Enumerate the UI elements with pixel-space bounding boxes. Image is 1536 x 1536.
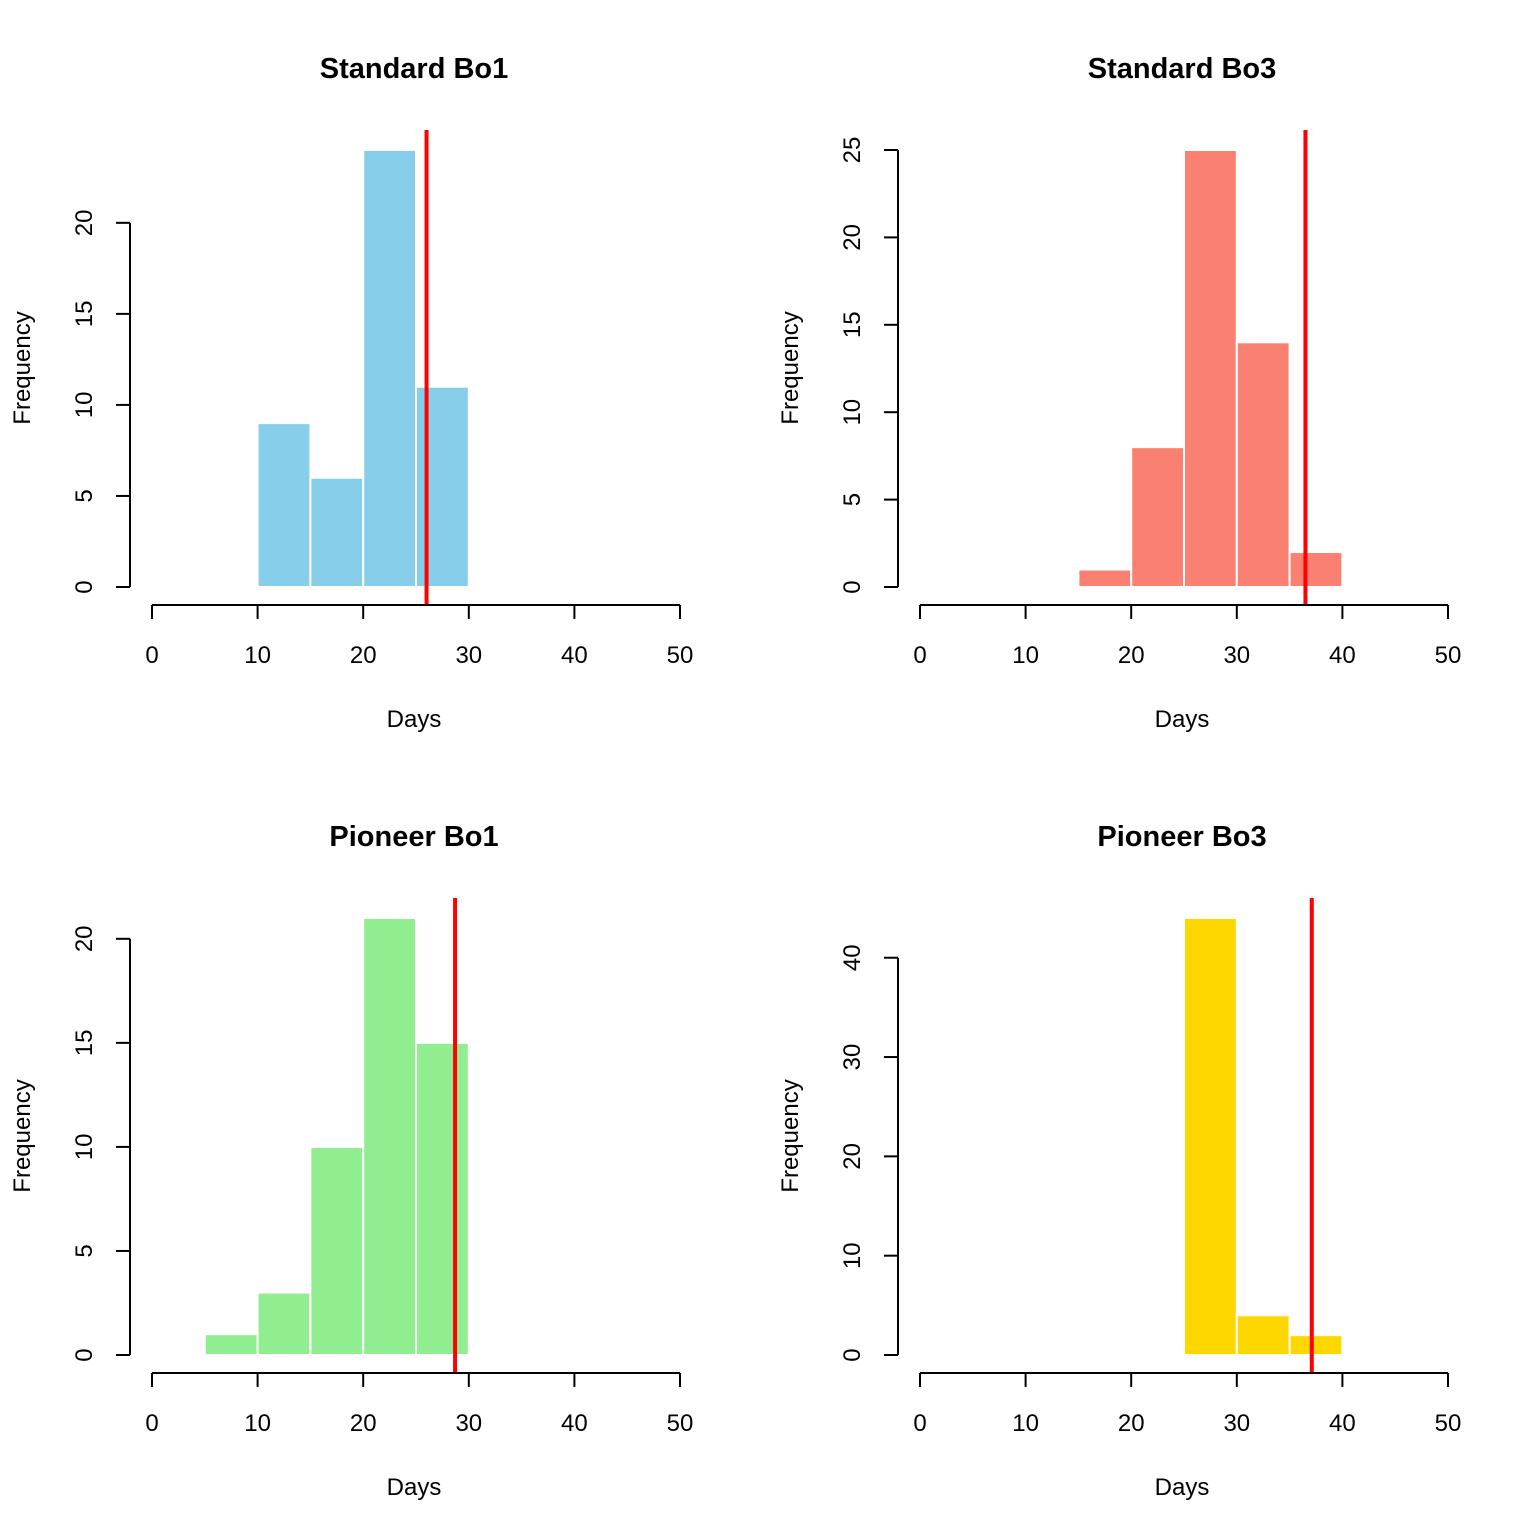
histogram-bar	[1235, 341, 1291, 588]
histogram-panel: Standard Bo3 0 10 20 30 40 50 0 5 10 15 20 25 Days Fre…	[777, 53, 1461, 733]
histogram-bar	[1077, 568, 1133, 589]
x-tick-label: 20	[1118, 642, 1145, 669]
histogram-bar	[1288, 1334, 1344, 1356]
y-tick-label: 15	[839, 311, 866, 338]
y-tick-label: 25	[839, 137, 866, 164]
y-tick-label: 5	[839, 493, 866, 506]
y-tick-label: 0	[71, 1348, 98, 1361]
y-tick-label: 10	[839, 1242, 866, 1269]
x-tick-label: 10	[1012, 642, 1039, 669]
y-tick-label: 0	[839, 580, 866, 593]
x-tick-label: 0	[145, 1410, 158, 1437]
x-tick-label: 50	[667, 642, 694, 669]
y-axis-label: Frequency	[9, 311, 36, 424]
x-axis-label: Days	[387, 706, 442, 733]
x-tick-label: 0	[913, 1410, 926, 1437]
y-axis-label: Frequency	[9, 1079, 36, 1192]
histogram-bar	[362, 917, 418, 1356]
y-tick-label: 10	[71, 1134, 98, 1161]
y-tick-label: 0	[839, 1348, 866, 1361]
histogram-bar	[309, 476, 365, 588]
y-tick-label: 10	[839, 399, 866, 426]
x-tick-label: 30	[1223, 1410, 1250, 1437]
histogram-bar	[415, 1041, 470, 1356]
x-axis-label: Days	[1155, 706, 1210, 733]
x-tick-label: 50	[667, 1410, 694, 1437]
x-tick-label: 50	[1435, 642, 1462, 669]
x-tick-label: 10	[244, 642, 271, 669]
histogram-bar	[203, 1333, 259, 1357]
y-tick-label: 20	[839, 224, 866, 251]
x-tick-label: 40	[561, 642, 588, 669]
y-tick-label: 5	[71, 1244, 98, 1257]
histogram-bar	[256, 1291, 312, 1356]
y-tick-label: 0	[71, 580, 98, 593]
chart-title: Standard Bo1	[320, 53, 509, 85]
histogram-bar	[1183, 149, 1238, 588]
y-tick-label: 20	[71, 925, 98, 952]
x-tick-label: 40	[1329, 642, 1356, 669]
chart-title: Standard Bo3	[1088, 53, 1277, 85]
histogram-bar	[1235, 1314, 1291, 1356]
histogram-bar	[1288, 551, 1344, 588]
x-tick-label: 10	[244, 1410, 271, 1437]
y-tick-label: 15	[71, 301, 98, 328]
x-tick-label: 0	[145, 642, 158, 669]
y-tick-label: 20	[71, 209, 98, 236]
x-tick-label: 30	[455, 642, 482, 669]
y-tick-label: 30	[839, 1044, 866, 1071]
y-tick-label: 20	[839, 1143, 866, 1170]
x-tick-label: 40	[561, 1410, 588, 1437]
histogram-panel: Pioneer Bo1 0 10 20 30 40 50 0 5 10 15 20 Days Freque…	[9, 821, 693, 1501]
y-tick-label: 5	[71, 489, 98, 502]
x-axis-label: Days	[1155, 1474, 1210, 1501]
x-tick-label: 10	[1012, 1410, 1039, 1437]
chart-title: Pioneer Bo3	[1097, 821, 1266, 853]
y-tick-label: 15	[71, 1030, 98, 1057]
x-tick-label: 40	[1329, 1410, 1356, 1437]
x-tick-label: 50	[1435, 1410, 1462, 1437]
x-tick-label: 20	[350, 642, 377, 669]
histogram-bar	[256, 422, 312, 588]
y-tick-label: 40	[839, 944, 866, 971]
histogram-bar	[362, 149, 418, 588]
y-axis-label: Frequency	[777, 311, 804, 424]
histogram-bar	[1183, 917, 1238, 1356]
x-axis-label: Days	[387, 1474, 442, 1501]
histogram-panel: Standard Bo1 0 10 20 30 40 50 0 5 10 15 20 Days Frequ…	[9, 53, 693, 733]
x-tick-label: 30	[455, 1410, 482, 1437]
histogram-bar	[1130, 446, 1186, 588]
x-tick-label: 20	[1118, 1410, 1145, 1437]
y-axis-label: Frequency	[777, 1079, 804, 1192]
x-tick-label: 0	[913, 642, 926, 669]
histogram-bar	[309, 1145, 365, 1356]
x-tick-label: 20	[350, 1410, 377, 1437]
chart-title: Pioneer Bo1	[329, 821, 498, 853]
x-tick-label: 30	[1223, 642, 1250, 669]
histogram-bar	[415, 385, 470, 589]
y-tick-label: 10	[71, 392, 98, 419]
histogram-panel: Pioneer Bo3 0 10 20 30 40 50 0 10 20 30 40 Days Frequ…	[777, 821, 1461, 1501]
